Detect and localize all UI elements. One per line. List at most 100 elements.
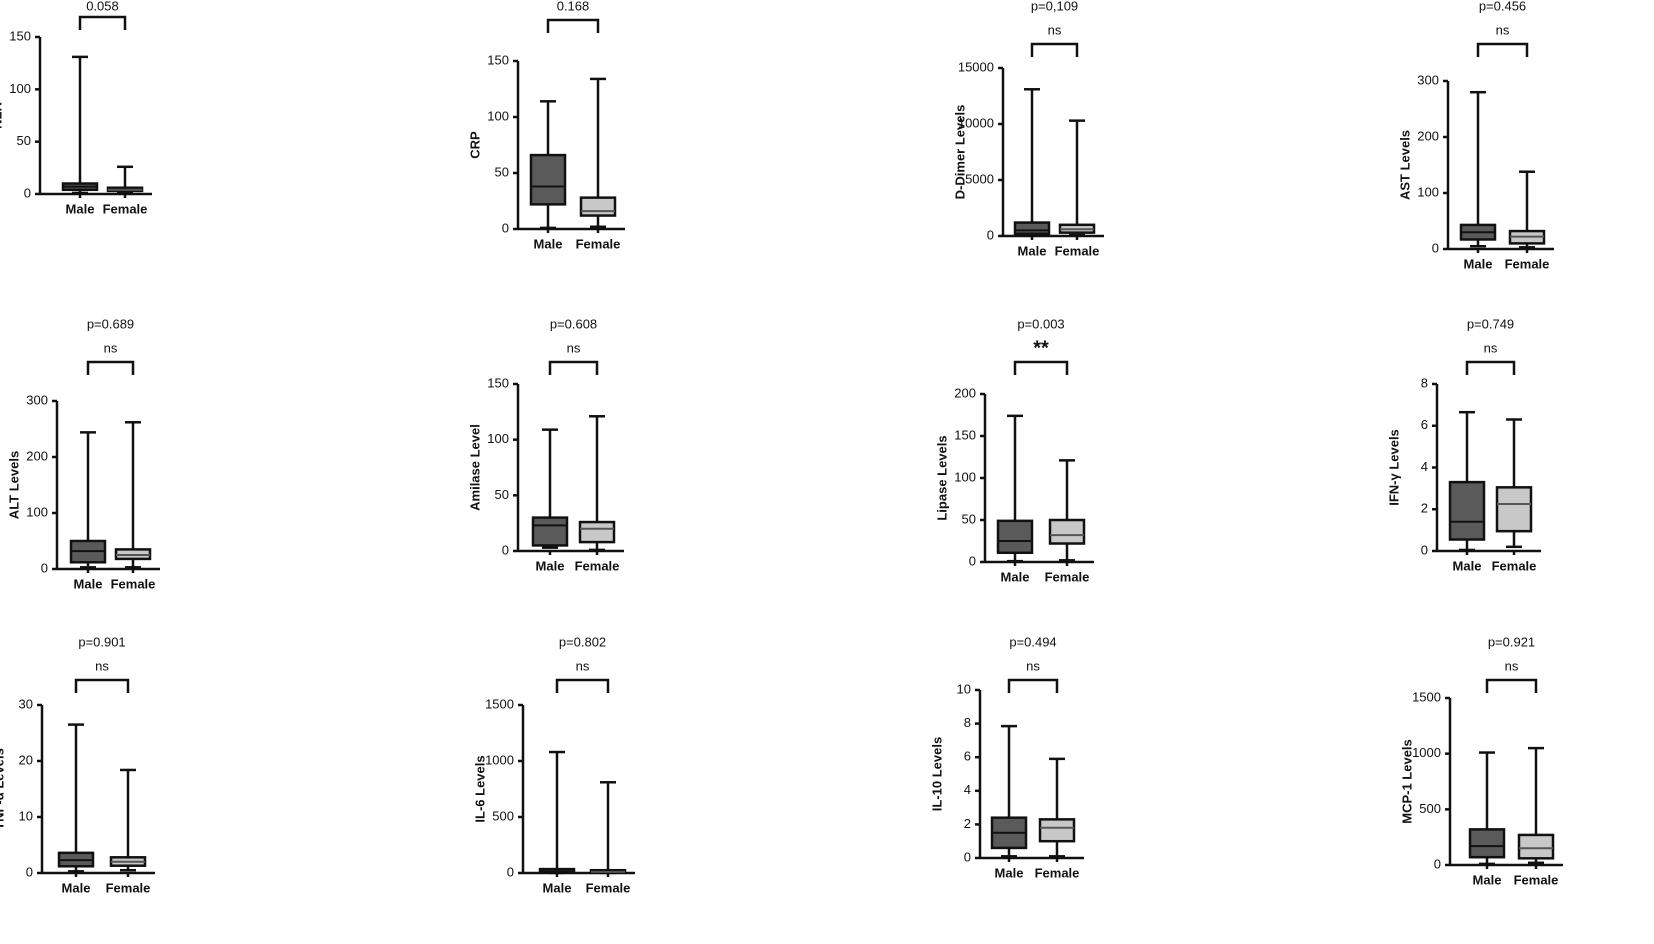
significance-label: ns bbox=[95, 658, 109, 673]
x-tick-label: Female bbox=[1514, 872, 1559, 887]
box bbox=[578, 520, 616, 544]
chart-title: 0.168 bbox=[557, 0, 590, 13]
box bbox=[1495, 486, 1533, 533]
box bbox=[1013, 221, 1051, 236]
x-tick-label: Female bbox=[1505, 256, 1550, 271]
x-tick-label: Female bbox=[575, 558, 620, 573]
significance-label: ns bbox=[1026, 658, 1040, 673]
chart-title: p=0.921 bbox=[1488, 634, 1535, 649]
y-axis-label: CRP bbox=[467, 131, 482, 159]
significance-label: ns bbox=[567, 340, 581, 355]
y-tick-label: 0 bbox=[41, 560, 48, 575]
y-tick-label: 0 bbox=[1434, 856, 1441, 871]
significance-label: ns bbox=[104, 340, 118, 355]
y-axis-label: IFN-γ Levels bbox=[1386, 429, 1401, 506]
significance-bracket bbox=[74, 678, 130, 693]
y-tick-label: 6 bbox=[1421, 417, 1428, 432]
y-tick-label: 500 bbox=[1419, 801, 1441, 816]
x-tick-label: Female bbox=[1035, 865, 1080, 880]
y-tick-label: 150 bbox=[487, 375, 509, 390]
y-tick-label: 20 bbox=[19, 752, 33, 767]
significance-label: ns bbox=[1484, 340, 1498, 355]
y-tick-label: 150 bbox=[9, 28, 31, 43]
y-axis-label: IL-10 Levels bbox=[929, 737, 944, 811]
y-tick-label: 4 bbox=[964, 782, 971, 797]
y-tick-label: 0 bbox=[964, 849, 971, 864]
significance-bracket bbox=[1013, 360, 1069, 375]
chart-title: p=0.901 bbox=[78, 634, 125, 649]
box bbox=[1448, 480, 1486, 541]
y-tick-label: 100 bbox=[954, 469, 976, 484]
x-tick-label: Female bbox=[111, 576, 156, 591]
y-tick-label: 100 bbox=[487, 108, 509, 123]
y-tick-label: 2 bbox=[1421, 501, 1428, 516]
y-tick-label: 0 bbox=[987, 227, 994, 242]
y-tick-label: 100 bbox=[26, 504, 48, 519]
box bbox=[531, 516, 569, 547]
x-tick-label: Male bbox=[536, 558, 565, 573]
x-tick-label: Female bbox=[106, 880, 151, 895]
y-tick-label: 1000 bbox=[1412, 745, 1441, 760]
box bbox=[1038, 818, 1076, 843]
x-tick-label: Female bbox=[1045, 569, 1090, 584]
significance-bracket bbox=[86, 360, 135, 375]
y-tick-label: 1500 bbox=[485, 696, 514, 711]
significance-bracket bbox=[1465, 360, 1516, 375]
significance-label: ns bbox=[576, 658, 590, 673]
y-tick-label: 0 bbox=[502, 542, 509, 557]
chart-title: p=0,109 bbox=[1031, 0, 1078, 13]
chart-title: p=0.494 bbox=[1009, 634, 1056, 649]
y-tick-label: 0 bbox=[26, 864, 33, 879]
y-tick-label: 8 bbox=[1421, 375, 1428, 390]
y-tick-label: 0 bbox=[507, 864, 514, 879]
y-axis-label: D-Dimer Levels bbox=[952, 105, 967, 200]
chart-title: p=0.802 bbox=[559, 634, 606, 649]
y-tick-label: 150 bbox=[487, 52, 509, 67]
x-tick-label: Female bbox=[1055, 243, 1100, 258]
y-tick-label: 50 bbox=[495, 164, 509, 179]
y-tick-label: 2 bbox=[964, 816, 971, 831]
box bbox=[1517, 833, 1555, 860]
chart-title: p=0.003 bbox=[1017, 316, 1064, 331]
y-tick-label: 100 bbox=[1417, 184, 1439, 199]
significance-bracket bbox=[1476, 42, 1529, 57]
y-tick-label: 50 bbox=[495, 487, 509, 502]
x-tick-label: Male bbox=[74, 576, 103, 591]
x-tick-label: Male bbox=[543, 880, 572, 895]
y-axis-label: IL-6 Levels bbox=[472, 755, 487, 822]
y-tick-label: 10 bbox=[19, 808, 33, 823]
y-tick-label: 100 bbox=[487, 431, 509, 446]
x-tick-label: Male bbox=[66, 201, 95, 216]
box bbox=[579, 196, 617, 217]
y-tick-label: 1000 bbox=[485, 752, 514, 767]
y-axis-label: ALT Levels bbox=[6, 451, 21, 519]
chart-title: p=0.689 bbox=[87, 316, 134, 331]
box bbox=[1048, 518, 1086, 545]
y-tick-label: 5000 bbox=[965, 171, 994, 186]
y-tick-label: 300 bbox=[26, 392, 48, 407]
y-tick-label: 0 bbox=[1432, 240, 1439, 255]
x-tick-label: Male bbox=[1464, 256, 1493, 271]
x-tick-label: Male bbox=[1453, 558, 1482, 573]
significance-label: ** bbox=[1033, 337, 1049, 359]
box bbox=[1468, 828, 1506, 859]
y-tick-label: 0 bbox=[24, 185, 31, 200]
y-tick-label: 200 bbox=[26, 448, 48, 463]
y-tick-label: 200 bbox=[954, 385, 976, 400]
y-tick-label: 6 bbox=[964, 749, 971, 764]
y-axis-label: MCP-1 Levels bbox=[1399, 739, 1414, 824]
y-tick-label: 10 bbox=[957, 681, 971, 696]
y-tick-label: 0 bbox=[1421, 542, 1428, 557]
chart-title: 0.058 bbox=[86, 0, 119, 13]
y-tick-label: 0 bbox=[969, 553, 976, 568]
x-tick-label: Female bbox=[576, 236, 621, 251]
x-tick-label: Male bbox=[62, 880, 91, 895]
significance-bracket bbox=[1485, 678, 1538, 693]
significance-bracket bbox=[546, 18, 600, 33]
y-tick-label: 300 bbox=[1417, 72, 1439, 87]
significance-label: ns bbox=[1048, 22, 1062, 37]
chart-title: p=0.749 bbox=[1467, 316, 1514, 331]
x-tick-label: Female bbox=[586, 880, 631, 895]
x-tick-label: Male bbox=[995, 865, 1024, 880]
y-tick-label: 150 bbox=[954, 427, 976, 442]
